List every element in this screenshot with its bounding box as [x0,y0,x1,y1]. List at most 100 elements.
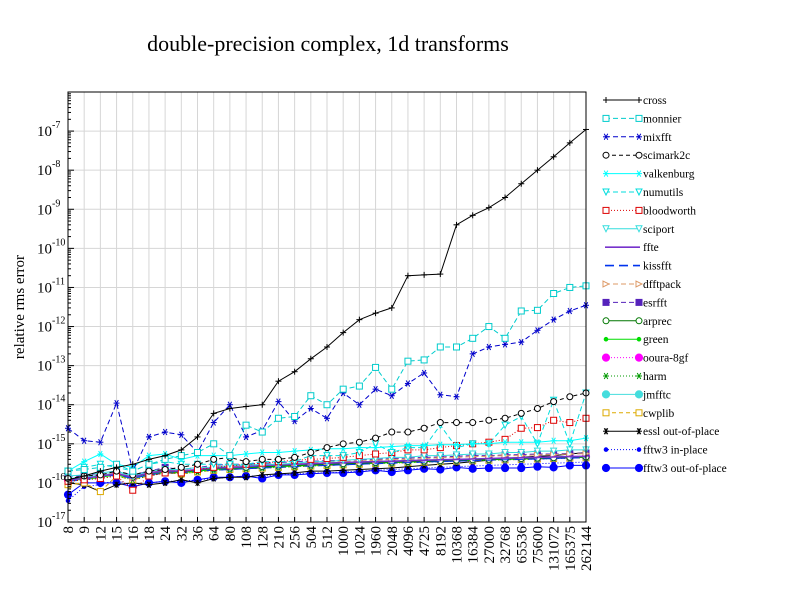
data-point [307,448,315,456]
legend-item: esrfft [602,297,668,309]
data-point [194,433,201,440]
data-point [339,440,347,448]
data-point [602,317,610,325]
legend-label: monnier [643,113,681,125]
data-point [437,391,444,399]
series-line [67,304,587,473]
data-point [635,206,643,214]
data-point [242,421,250,429]
data-point [243,450,250,458]
data-point [113,481,120,488]
x-tick-label: 1960 [369,526,385,556]
data-point [291,412,299,420]
data-point [194,448,201,456]
legend-item: essl out-of-place [603,426,719,438]
data-point [113,464,120,471]
data-point [388,304,395,311]
y-axis-label: relative rms error [12,255,28,359]
legend-label: fftw3 out-of-place [643,463,727,475]
legend-label: kissfft [643,261,672,273]
data-point [517,448,526,457]
legend-item: jmfftc [601,389,671,401]
y-tick-label: 10 [37,163,52,179]
data-point [387,448,396,457]
y-tick-label: 10 [37,280,52,296]
legend-label: cross [643,95,667,107]
data-point [259,401,266,408]
x-tick-label: 80 [223,526,239,541]
data-point [550,437,557,444]
data-point [97,450,104,458]
data-point [436,419,444,427]
data-point [518,461,524,467]
data-point [453,343,460,351]
data-point [452,451,461,460]
y-tick-exponent: -11 [52,276,65,287]
legend-item: green [603,334,669,346]
data-point [534,167,541,174]
data-point [274,414,282,422]
data-point [96,488,104,496]
legend-label: ffte [643,242,659,254]
data-point [404,453,412,462]
data-point [470,463,475,469]
y-tick-exponent: -8 [52,159,60,170]
y-tick-label: 10 [37,398,52,414]
data-point [436,452,445,460]
series-monnier [64,282,590,475]
data-point [242,458,250,466]
data-point [388,443,395,450]
x-tick-label: 16 [126,526,142,542]
data-point [275,470,282,478]
x-tick-label: 10368 [450,526,466,564]
data-point [98,482,103,487]
y-tick-exponent: -13 [52,355,65,366]
data-point [636,427,642,435]
data-point [210,419,217,426]
data-point [469,419,477,427]
y-tick-exponent: -14 [52,394,65,405]
data-point [113,399,120,407]
data-point [210,440,218,448]
legend-label: ooura-8gf [643,353,689,365]
data-point [602,206,610,214]
legend-label: harm [643,371,667,383]
legend-label: scimark2c [643,150,690,162]
x-tick-label: 64 [207,526,223,542]
data-point [635,188,643,197]
legend: cross monnier mixfft scimark2c valkenburg num… [601,95,727,475]
data-point [485,450,493,459]
x-tick-label: 210 [271,526,287,549]
chart-title: double-precision complex, 1d transforms [147,31,509,56]
data-point [485,416,493,424]
data-point [323,401,331,409]
legend-item: fftw3 in-place [603,445,708,457]
legend-item: numutils [602,187,684,199]
data-point [453,393,460,401]
data-point [372,310,379,317]
series-line [67,392,587,479]
data-point [549,447,558,456]
data-point [602,298,610,306]
legend-label: numutils [643,187,684,199]
legend-item: harm [603,371,667,383]
data-point [635,298,643,306]
x-tick-label: 65536 [514,526,530,564]
data-point [603,97,609,103]
data-point [421,442,428,449]
data-point [291,447,298,455]
y-tick-exponent: -15 [52,433,65,444]
data-point [177,463,185,471]
data-point [485,440,492,448]
data-point [226,452,234,460]
data-point [372,450,380,458]
y-tick-label: 10 [37,359,52,375]
data-point [162,452,169,459]
data-point [550,416,558,424]
data-point [340,329,347,336]
legend-item: dfftpack [602,279,681,291]
data-point [518,438,525,446]
series-line [68,452,587,477]
data-point [274,455,282,463]
